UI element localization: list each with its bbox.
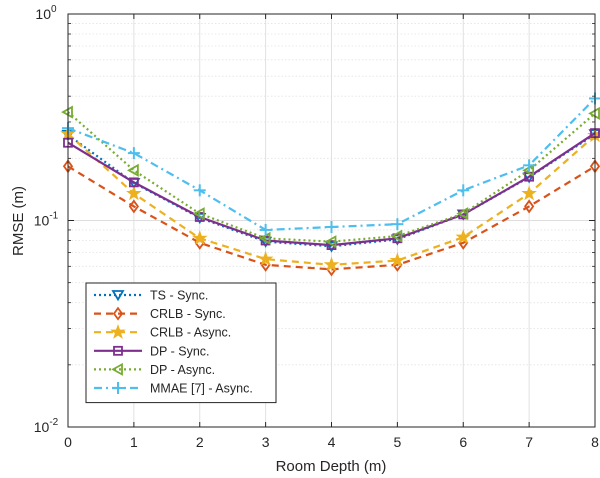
marker-diamond xyxy=(524,199,535,214)
legend-entry: CRLB - Sync. xyxy=(94,306,226,321)
legend-entry: DP - Sync. xyxy=(94,344,210,358)
tick-labels: 0 1 2 3 4 5 6 7 8 10-2 10-1 100 xyxy=(34,4,599,450)
axes xyxy=(67,13,596,428)
x-tick-label: 7 xyxy=(525,434,533,450)
marker-star xyxy=(521,185,537,201)
marker-square xyxy=(113,345,123,356)
marker-plus xyxy=(259,223,272,236)
marker-plus xyxy=(325,221,338,234)
y-tick-label: 10-1 xyxy=(34,211,59,229)
legend-entry: MMAE [7] - Async. xyxy=(94,382,253,396)
legend-label: MMAE [7] - Async. xyxy=(150,382,253,396)
y-tick-label: 100 xyxy=(35,4,57,22)
y-axis-label: RMSE (m) xyxy=(10,186,27,256)
legend-entry: TS - Sync. xyxy=(94,289,208,303)
series-line xyxy=(67,165,596,271)
legend-label: DP - Async. xyxy=(150,363,215,377)
x-tick-label: 2 xyxy=(196,434,204,450)
legend-label: CRLB - Async. xyxy=(150,326,231,340)
marker-plus xyxy=(112,382,124,394)
marker-square xyxy=(128,177,139,188)
series-line xyxy=(67,111,596,243)
x-tick-label: 6 xyxy=(459,434,467,450)
x-tick-label: 5 xyxy=(393,434,401,450)
marker-star xyxy=(455,228,472,244)
marker-diamond xyxy=(112,306,124,321)
marker-diamond xyxy=(128,199,139,214)
marker-triangle-left xyxy=(456,207,469,221)
marker-triangle-left xyxy=(324,235,337,249)
marker-star xyxy=(126,185,142,201)
marker-plus xyxy=(457,184,470,197)
x-tick-label: 1 xyxy=(130,434,138,450)
legend-entry: CRLB - Async. xyxy=(94,323,231,340)
marker-plus xyxy=(193,184,206,197)
marker-star xyxy=(191,230,208,245)
marker-plus xyxy=(391,218,404,231)
marker-triangle-left xyxy=(192,207,205,221)
marker-triangle-down xyxy=(111,290,125,302)
marker-triangle-left xyxy=(390,229,403,243)
marker-plus xyxy=(127,147,140,160)
x-tick-label: 8 xyxy=(591,434,599,450)
marker-triangle-left xyxy=(127,163,139,177)
x-tick-label: 4 xyxy=(328,434,336,450)
x-axis-label: Room Depth (m) xyxy=(276,458,387,475)
marker-star xyxy=(257,250,274,266)
series-lines xyxy=(60,92,600,277)
legend-box xyxy=(85,282,277,404)
legend-label: CRLB - Sync. xyxy=(150,307,226,321)
marker-star xyxy=(110,323,126,339)
legend-label: DP - Sync. xyxy=(150,344,210,358)
legend: TS - Sync. CRLB - Sync. CRLB - Async. DP - … xyxy=(85,282,277,404)
marker-triangle-left xyxy=(111,362,123,376)
marker-star xyxy=(323,256,340,272)
x-tick-label: 3 xyxy=(262,434,270,450)
legend-label: TS - Sync. xyxy=(150,289,208,303)
marker-plus xyxy=(523,159,536,172)
legend-entry: DP - Async. xyxy=(94,362,215,377)
y-tick-label: 10-2 xyxy=(34,417,59,435)
x-tick-label: 0 xyxy=(64,434,72,450)
marker-star xyxy=(389,252,406,268)
